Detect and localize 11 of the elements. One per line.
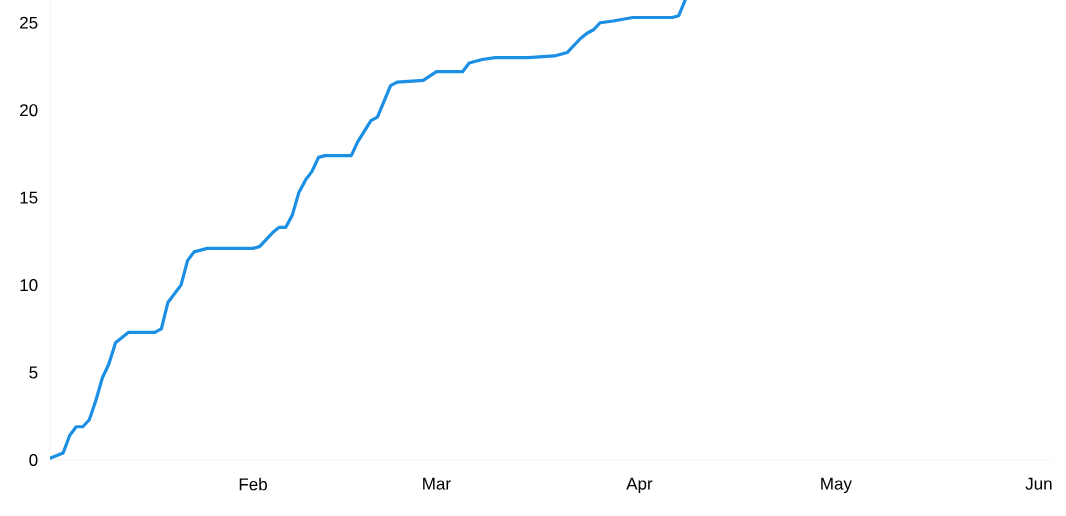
y-tick-label: 0 <box>29 453 38 467</box>
y-tick-label: 20 <box>20 104 38 117</box>
x-tick-label: Jun <box>1025 477 1052 490</box>
y-tick-label: 5 <box>29 366 38 379</box>
x-tick-label: Feb <box>239 477 267 491</box>
y-tick-label: 15 <box>20 191 38 204</box>
x-tick-label: Mar <box>423 477 451 490</box>
x-tick-label: May <box>821 477 852 494</box>
y-tick-label: 10 <box>20 279 38 292</box>
x-tick-label: Apr <box>626 477 653 494</box>
y-tick-label: 25 <box>20 16 38 29</box>
